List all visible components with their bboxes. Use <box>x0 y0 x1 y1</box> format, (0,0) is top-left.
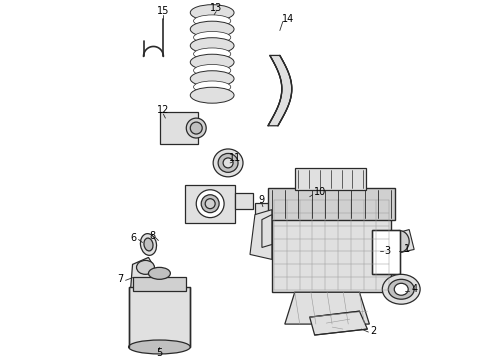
Bar <box>268 188 395 220</box>
Text: 7: 7 <box>118 274 124 284</box>
Bar <box>372 230 400 274</box>
Polygon shape <box>250 210 272 260</box>
Ellipse shape <box>205 199 215 209</box>
Ellipse shape <box>223 158 233 168</box>
Ellipse shape <box>190 87 234 103</box>
Text: 2: 2 <box>370 326 376 336</box>
Ellipse shape <box>137 260 154 274</box>
Ellipse shape <box>190 21 234 37</box>
Text: 1: 1 <box>404 244 410 255</box>
Polygon shape <box>262 215 272 247</box>
Ellipse shape <box>194 48 231 60</box>
Text: 3: 3 <box>384 247 391 256</box>
Ellipse shape <box>128 340 190 354</box>
Ellipse shape <box>190 71 234 87</box>
Text: 11: 11 <box>229 153 241 163</box>
Ellipse shape <box>190 122 202 134</box>
Ellipse shape <box>148 267 171 279</box>
Polygon shape <box>130 257 158 294</box>
Text: 9: 9 <box>259 195 265 205</box>
Bar <box>272 198 392 292</box>
Text: 4: 4 <box>411 284 417 294</box>
Text: 14: 14 <box>282 14 294 24</box>
Text: 13: 13 <box>210 3 222 13</box>
Bar <box>160 112 198 144</box>
Polygon shape <box>285 292 369 324</box>
Bar <box>235 193 253 209</box>
Polygon shape <box>392 230 414 255</box>
Ellipse shape <box>190 5 234 21</box>
Ellipse shape <box>196 190 224 218</box>
Bar <box>133 277 186 291</box>
Bar <box>128 287 190 347</box>
Bar <box>185 185 235 222</box>
Polygon shape <box>310 311 368 335</box>
Text: 15: 15 <box>157 6 170 15</box>
Bar <box>295 168 367 190</box>
Text: 8: 8 <box>149 230 155 240</box>
Ellipse shape <box>194 15 231 27</box>
Text: 10: 10 <box>314 187 326 197</box>
Bar <box>372 230 400 274</box>
Ellipse shape <box>194 31 231 44</box>
Ellipse shape <box>301 192 315 202</box>
Text: 6: 6 <box>130 233 137 243</box>
Ellipse shape <box>389 230 409 252</box>
Text: 5: 5 <box>156 348 163 358</box>
Ellipse shape <box>186 118 206 138</box>
Text: 12: 12 <box>157 105 170 115</box>
Ellipse shape <box>194 64 231 76</box>
Ellipse shape <box>394 283 408 295</box>
Ellipse shape <box>388 279 414 299</box>
Ellipse shape <box>141 234 156 255</box>
Bar <box>255 203 277 219</box>
Ellipse shape <box>382 274 420 304</box>
Ellipse shape <box>190 54 234 70</box>
Ellipse shape <box>190 38 234 54</box>
Polygon shape <box>268 55 292 126</box>
Ellipse shape <box>201 195 219 213</box>
Ellipse shape <box>218 153 238 172</box>
Ellipse shape <box>213 149 243 177</box>
Ellipse shape <box>144 238 153 251</box>
Ellipse shape <box>194 81 231 93</box>
